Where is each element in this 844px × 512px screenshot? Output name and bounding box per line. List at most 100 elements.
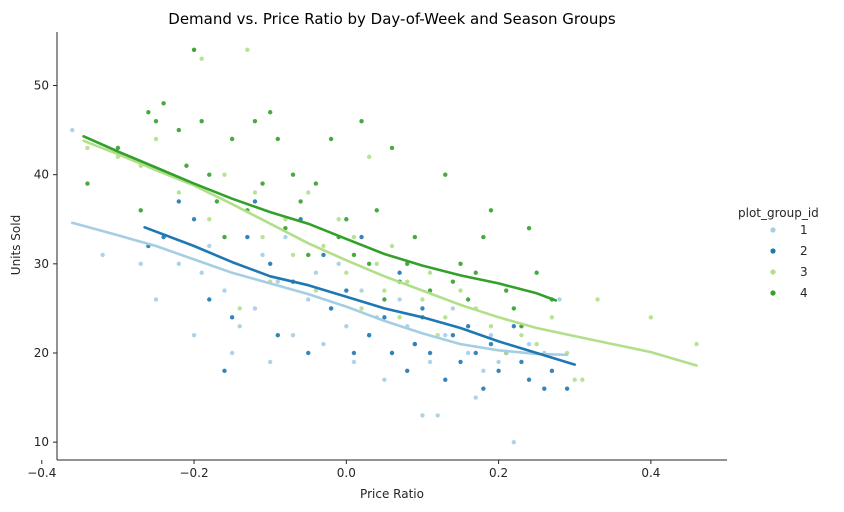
- data-point-group-3: [260, 234, 265, 240]
- data-point-group-3: [549, 315, 555, 320]
- data-point-group-2: [473, 350, 478, 356]
- data-point-group-2: [458, 359, 463, 365]
- data-point-group-4: [191, 47, 197, 53]
- data-point-group-3: [85, 145, 90, 151]
- data-point-group-3: [488, 324, 494, 329]
- data-point-group-3: [374, 261, 379, 267]
- data-point-group-1: [260, 252, 265, 258]
- data-point-group-4: [488, 208, 494, 213]
- data-point-group-1: [70, 127, 75, 133]
- data-point-group-4: [283, 225, 288, 231]
- data-point-group-2: [306, 350, 311, 356]
- data-point-group-4: [313, 181, 319, 186]
- data-point-group-3: [153, 136, 159, 142]
- data-point-group-1: [321, 341, 326, 347]
- data-point-group-3: [534, 341, 539, 347]
- y-tick-label: 40: [34, 168, 49, 182]
- trend-line-group-3: [82, 139, 698, 367]
- data-point-group-1: [511, 439, 517, 445]
- data-point-group-2: [252, 199, 258, 204]
- data-point-group-1: [252, 306, 258, 311]
- data-point-group-4: [229, 136, 235, 142]
- data-point-group-3: [595, 297, 600, 302]
- data-point-group-1: [100, 252, 105, 258]
- data-point-group-1: [443, 332, 448, 338]
- data-point-group-1: [191, 332, 197, 338]
- data-point-group-3: [336, 217, 341, 222]
- data-point-group-4: [405, 261, 410, 267]
- data-point-group-1: [290, 332, 296, 338]
- legend-title: plot_group_id: [738, 206, 819, 220]
- y-tick-label: 10: [34, 435, 49, 449]
- data-point-group-1: [526, 341, 532, 347]
- data-point-group-3: [694, 341, 699, 347]
- data-point-group-4: [481, 234, 486, 240]
- data-point-group-3: [344, 270, 349, 275]
- data-point-group-3: [519, 332, 524, 338]
- data-point-group-1: [465, 350, 471, 356]
- data-point-group-3: [176, 190, 182, 195]
- data-point-group-1: [420, 413, 425, 418]
- data-point-group-2: [191, 217, 197, 222]
- data-point-group-2: [427, 350, 433, 356]
- data-point-group-2: [359, 234, 364, 240]
- data-point-group-2: [245, 234, 250, 240]
- data-point-group-2: [564, 386, 570, 391]
- data-point-group-4: [176, 127, 182, 133]
- data-point-group-2: [488, 341, 494, 347]
- legend: plot_group_id 1 2 3 4: [738, 206, 819, 300]
- trend-line-group-4: [82, 135, 557, 302]
- data-point-group-1: [176, 261, 182, 267]
- data-point-group-1: [267, 359, 273, 365]
- data-point-group-2: [382, 315, 387, 320]
- data-point-group-1: [557, 297, 562, 302]
- data-point-group-3: [427, 270, 433, 275]
- data-point-group-4: [443, 172, 448, 177]
- legend-marker-group-1: [770, 227, 776, 233]
- data-point-group-4: [222, 234, 227, 240]
- data-point-group-4: [267, 110, 273, 115]
- data-point-group-2: [496, 368, 501, 374]
- data-point-group-4: [374, 208, 379, 213]
- data-point-group-4: [207, 172, 212, 177]
- data-point-group-4: [306, 252, 311, 258]
- data-point-group-2: [321, 252, 326, 258]
- data-point-group-2: [450, 332, 456, 338]
- data-point-group-3: [321, 243, 326, 249]
- data-point-group-4: [85, 181, 90, 186]
- data-point-group-2: [176, 199, 182, 204]
- data-point-group-1: [138, 261, 143, 267]
- data-point-group-3: [222, 172, 227, 177]
- data-point-group-4: [184, 163, 189, 168]
- data-point-group-4: [366, 261, 372, 267]
- data-point-group-4: [275, 136, 280, 142]
- data-point-group-1: [382, 377, 387, 382]
- data-point-group-4: [115, 145, 121, 151]
- data-point-group-1: [237, 324, 242, 329]
- data-point-group-4: [389, 145, 395, 151]
- data-point-group-4: [511, 306, 517, 311]
- data-point-group-2: [275, 332, 280, 338]
- data-point-group-1: [344, 324, 349, 329]
- data-point-group-4: [214, 199, 220, 204]
- data-point-group-1: [351, 359, 357, 365]
- data-point-group-1: [450, 306, 456, 311]
- axes: −0.4 −0.2 0.0 0.2 0.4 10 20 30 40 50: [27, 32, 727, 480]
- data-point-group-2: [481, 386, 486, 391]
- data-point-group-3: [252, 190, 258, 195]
- legend-marker-group-4: [770, 290, 776, 296]
- x-tick-label: 0.2: [489, 466, 508, 480]
- data-point-group-3: [389, 243, 395, 249]
- data-point-group-3: [382, 288, 387, 293]
- data-point-group-3: [458, 288, 463, 293]
- data-point-group-4: [504, 288, 509, 293]
- data-point-group-3: [313, 288, 319, 293]
- data-point-group-4: [450, 279, 456, 284]
- data-point-group-4: [473, 270, 478, 275]
- data-point-group-4: [458, 261, 463, 267]
- series-group-2: [146, 199, 570, 391]
- x-axis-label: Price Ratio: [360, 487, 424, 501]
- data-point-group-3: [199, 56, 204, 61]
- data-point-group-2: [351, 350, 357, 356]
